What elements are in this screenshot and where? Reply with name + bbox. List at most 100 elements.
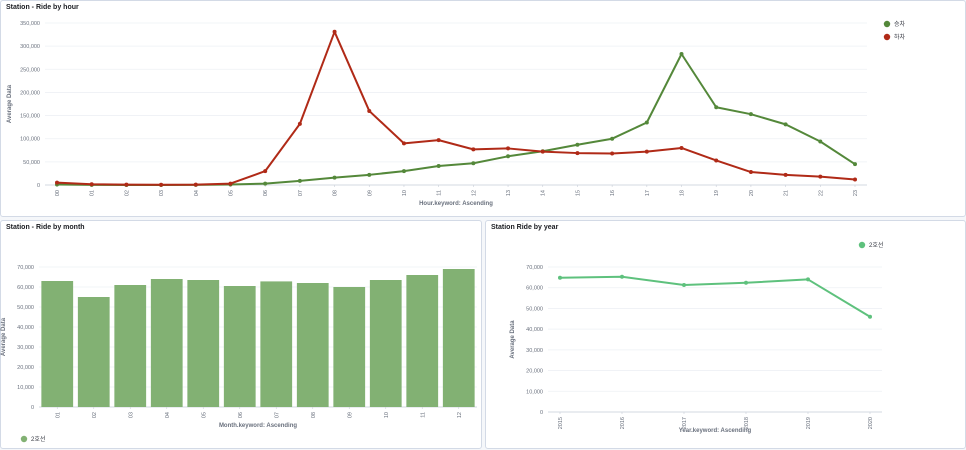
chart-ride-by-month: 0 10,000 20,000 30,000 40,000 50,000 60,000 70,… [1, 265, 477, 443]
bar [77, 297, 110, 407]
x-tick-label: 13 [506, 190, 512, 196]
data-point [193, 182, 198, 187]
data-point [610, 136, 615, 141]
x-tick-label: 06 [238, 412, 244, 418]
legend-label: 하차 [894, 33, 906, 41]
y-tick-label: 0 [540, 410, 543, 416]
bar [114, 285, 147, 407]
data-point [682, 283, 686, 288]
x-tick-label: 10 [402, 190, 408, 196]
data-point [818, 139, 823, 144]
panel-ride-by-month: Station - Ride by month 0 10,000 20,000 30,… [0, 220, 482, 449]
panel-title-month: Station - Ride by month [6, 224, 85, 231]
x-axis-title: Year.keyword: Ascending [679, 428, 752, 434]
data-point [436, 138, 441, 143]
data-point [679, 52, 684, 57]
y-tick-label: 150,000 [20, 114, 40, 120]
data-point [506, 146, 511, 151]
y-tick-label: 20,000 [17, 365, 34, 371]
bar [369, 280, 402, 407]
data-point [540, 149, 545, 154]
x-tick-label: 07 [298, 190, 304, 196]
data-point [744, 280, 748, 285]
x-tick-label: 2019 [806, 417, 812, 429]
y-tick-label: 200,000 [20, 90, 40, 96]
data-point [748, 170, 753, 175]
x-tick-label: 09 [367, 190, 373, 196]
x-tick-label: 2016 [620, 417, 626, 429]
data-point [297, 178, 302, 183]
y-tick-label: 50,000 [23, 160, 40, 166]
data-point [806, 277, 810, 282]
legend-label: 승차 [894, 20, 906, 28]
series-line [56, 53, 856, 186]
data-point [868, 314, 872, 319]
x-tick-label: 12 [471, 190, 477, 196]
y-tick-label: 10,000 [17, 385, 34, 391]
x-tick-label: 2018 [744, 417, 750, 429]
x-axis-title: Month.keyword: Ascending [219, 423, 297, 429]
data-point [436, 164, 441, 169]
data-point [575, 142, 580, 147]
bar [406, 275, 439, 407]
bar [187, 280, 220, 407]
legend-label: 2호선 [869, 241, 883, 249]
legend-label: 2호선 [31, 435, 45, 443]
x-tick-label: 19 [714, 190, 720, 196]
x-tick-label: 02 [124, 190, 130, 196]
y-tick-label: 50,000 [526, 306, 543, 312]
bar [150, 279, 183, 407]
y-tick-label: 30,000 [17, 345, 34, 351]
y-tick-label: 350,000 [20, 21, 40, 27]
legend-dot [20, 435, 28, 443]
y-axis-title: Average Data [1, 317, 7, 356]
panel-ride-by-year: Station Ride by year 0 10,000 20,000 30,000… [485, 220, 966, 449]
data-point [55, 180, 59, 185]
x-tick-label: 03 [128, 412, 134, 418]
y-tick-label: 40,000 [526, 327, 543, 333]
bar [260, 281, 293, 407]
data-point [159, 182, 164, 187]
x-tick-label: 12 [457, 412, 463, 418]
x-tick-label: 11 [437, 190, 443, 196]
legend-dot [883, 20, 891, 28]
y-tick-label: 0 [31, 405, 34, 411]
panel-title-year: Station Ride by year [491, 224, 559, 231]
y-tick-label: 50,000 [17, 305, 34, 311]
y-tick-label: 20,000 [526, 369, 543, 375]
data-point [575, 151, 580, 156]
data-point [471, 147, 476, 152]
data-point [367, 172, 372, 177]
y-tick-label: 100,000 [20, 137, 40, 143]
x-tick-label: 04 [194, 190, 200, 196]
data-point [506, 154, 511, 159]
x-tick-label: 15 [575, 190, 581, 196]
x-tick-label: 01 [90, 190, 96, 196]
bar [296, 283, 329, 407]
data-point [679, 145, 684, 150]
data-point [332, 29, 337, 34]
x-tick-label: 2017 [682, 417, 688, 429]
data-point [558, 275, 562, 280]
y-tick-label: 40,000 [17, 325, 34, 331]
data-point [783, 122, 788, 127]
x-tick-label: 06 [263, 190, 269, 196]
legend-dot [883, 33, 891, 41]
data-point [297, 121, 302, 126]
panel-ride-by-hour: Station - Ride by hour 0 50,000 100,000 150… [0, 0, 966, 217]
bar [442, 269, 475, 407]
x-tick-label: 20 [749, 190, 755, 196]
y-tick-label: 250,000 [20, 67, 40, 73]
data-point [263, 169, 268, 174]
x-tick-label: 02 [92, 412, 98, 418]
data-point [783, 172, 788, 177]
x-tick-label: 08 [333, 190, 339, 196]
y-tick-label: 10,000 [526, 389, 543, 395]
y-tick-label: 70,000 [17, 265, 34, 271]
data-point [644, 120, 649, 125]
data-point [853, 162, 857, 167]
data-point [124, 182, 129, 187]
x-axis-title: Hour.keyword: Ascending [419, 201, 493, 207]
x-tick-label: 22 [818, 190, 824, 196]
x-tick-label: 16 [610, 190, 616, 196]
